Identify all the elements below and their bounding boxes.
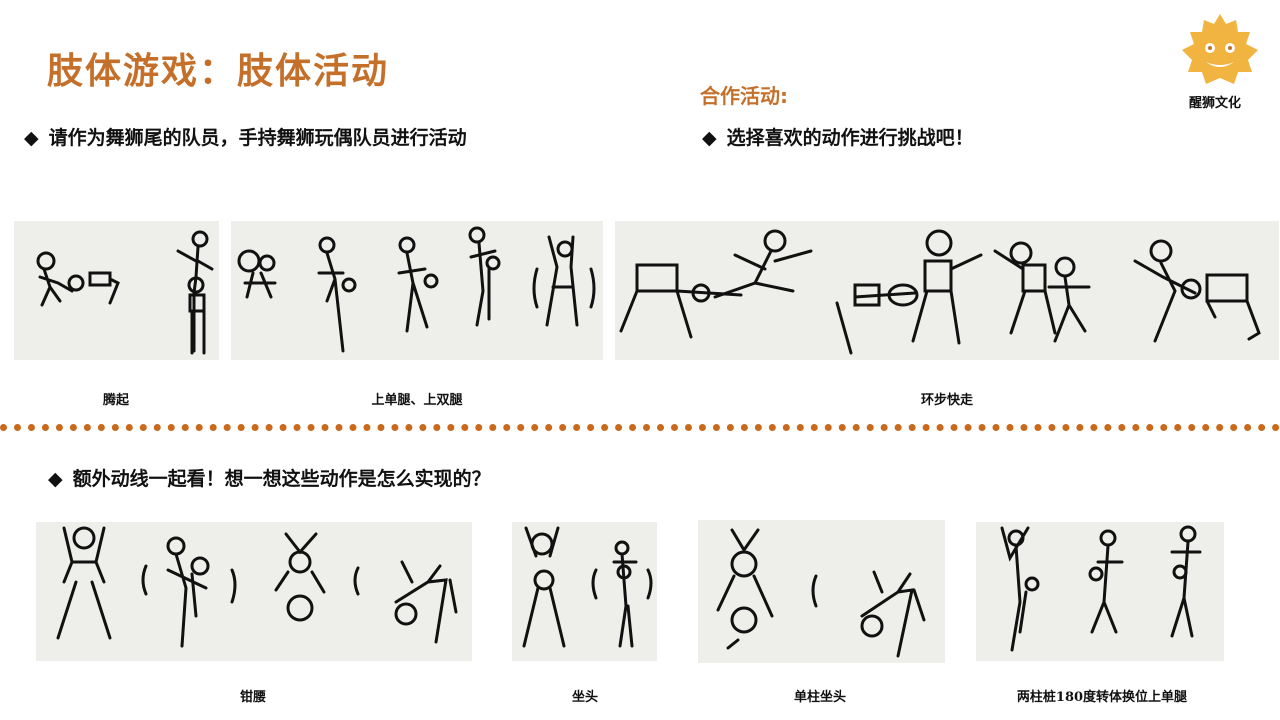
stick-figure-liang-zhu-image bbox=[976, 522, 1224, 661]
caption-liang-zhu: 两柱桩180度转体换位上单腿 bbox=[1016, 690, 1188, 705]
instruction-bullet-right: ◆ 选择喜欢的动作进行挑战吧！ bbox=[702, 127, 974, 149]
stick-figure-shang-tui-image bbox=[231, 221, 603, 360]
caption-huan-bu: 环步快走 bbox=[920, 393, 973, 408]
stick-figure-teng-qi-image bbox=[14, 221, 219, 360]
section-divider bbox=[0, 424, 1280, 431]
coop-activity-label: 合作活动: bbox=[700, 84, 788, 108]
page-title: 肢体游戏：肢体活动 bbox=[47, 51, 390, 92]
lion-head-logo-icon bbox=[1182, 14, 1258, 84]
diamond-bullet-icon: ◆ bbox=[702, 127, 717, 149]
caption-qian-yao: 钳腰 bbox=[239, 690, 266, 705]
caption-teng-qi: 腾起 bbox=[102, 393, 129, 408]
diamond-bullet-icon: ◆ bbox=[24, 127, 39, 149]
instruction-bullet-left: ◆ 请作为舞狮尾的队员，手持舞狮玩偶队员进行活动 bbox=[24, 127, 467, 149]
stick-figure-huan-bu-image bbox=[615, 221, 1279, 360]
stick-figure-qian-yao-image bbox=[36, 522, 472, 661]
caption-shang-tui: 上单腿、上双腿 bbox=[371, 393, 463, 408]
caption-zuo-tou: 坐头 bbox=[571, 690, 598, 705]
logo-text: 醒狮文化 bbox=[1189, 96, 1242, 111]
caption-dan-zhu: 单柱坐头 bbox=[793, 690, 846, 705]
instruction-bullet-bottom: ◆ 额外动线一起看！想一想这些动作是怎么实现的？ bbox=[48, 468, 491, 490]
stick-figure-zuo-tou-image bbox=[512, 522, 657, 661]
diamond-bullet-icon: ◆ bbox=[48, 468, 63, 490]
stick-figure-dan-zhu-image bbox=[698, 520, 945, 663]
